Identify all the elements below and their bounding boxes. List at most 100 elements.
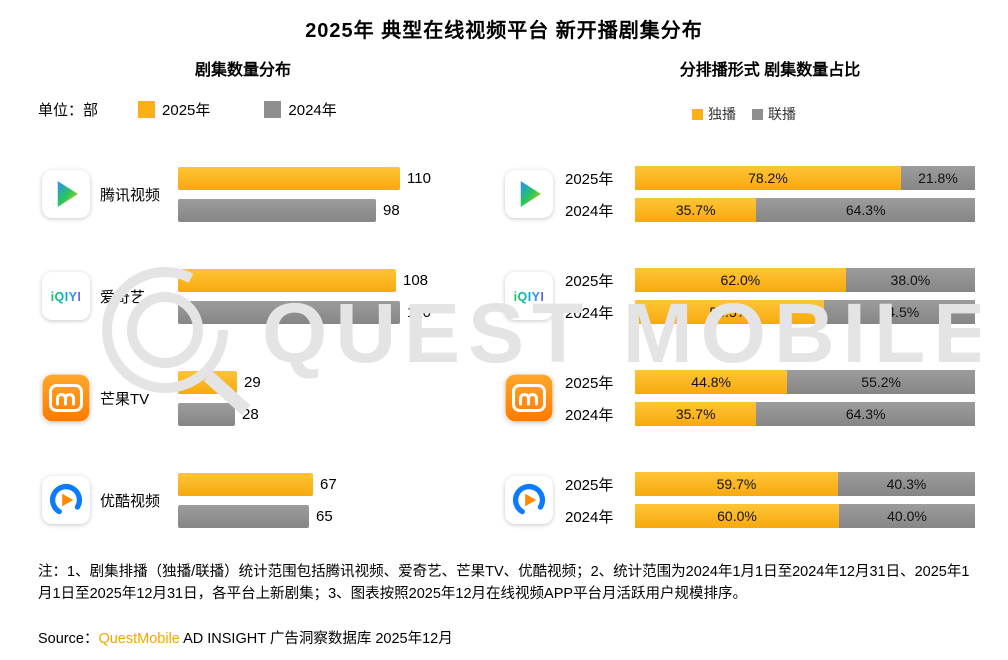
right-chart-group-tencent: 2025年 78.2% 21.8% 2024年 35.7% 64.3% xyxy=(505,166,980,222)
legend-swatch-2025 xyxy=(138,101,156,118)
bar-2025年 xyxy=(178,268,396,292)
right-stacked-chart: 2025年 78.2% 21.8% 2024年 35.7% 64.3% iQIYI 2025… xyxy=(505,166,980,574)
bar-row: 108 xyxy=(178,268,431,292)
bar-value: 67 xyxy=(320,475,337,493)
segment-value: 62.0% xyxy=(720,272,761,288)
stacked-row: 2025年 59.7% 40.3% xyxy=(565,472,980,496)
segment-独播: 55.5% xyxy=(635,300,824,324)
bar-pair: 29 28 xyxy=(178,370,261,426)
segment-value: 60.0% xyxy=(717,508,757,524)
unit-label: 单位：部 xyxy=(38,102,99,119)
legend-item-2025: 2025年 xyxy=(138,99,210,120)
mango-tv-icon xyxy=(42,374,90,422)
legend-label-joint: 联播 xyxy=(768,106,796,122)
stacked-rows: 2025年 62.0% 38.0% 2024年 55.5% 44.5% xyxy=(565,268,980,324)
tencent-video-icon xyxy=(505,170,553,218)
left-chart-title: 剧集数量分布 xyxy=(194,62,291,79)
bar-pair: 110 98 xyxy=(178,166,431,222)
segment-value: 55.2% xyxy=(861,374,901,390)
segment-value: 35.7% xyxy=(675,406,716,422)
left-chart-group-youku: 优酷视频 67 65 xyxy=(42,472,472,528)
stacked-row: 2025年 78.2% 21.8% xyxy=(565,166,980,190)
segment-value: 59.7% xyxy=(716,476,757,492)
segment-value: 64.3% xyxy=(845,406,886,422)
bar-row: 28 xyxy=(178,402,261,426)
stacked-bar: 60.0% 40.0% xyxy=(635,504,975,528)
year-label: 2024年 xyxy=(565,304,614,322)
legend-item-joint: 联播 xyxy=(752,104,796,124)
bar-2024年 xyxy=(178,402,235,426)
right-chart-group-iqiyi: iQIYI 2025年 62.0% 38.0% 2024年 55.5% 44.5% xyxy=(505,268,980,324)
legend-swatch-2024 xyxy=(264,101,282,118)
tencent-video-icon xyxy=(42,170,90,218)
year-label: 2024年 xyxy=(565,406,614,424)
platform-name: 腾讯视频 xyxy=(100,186,161,204)
bar-row: 65 xyxy=(178,504,337,528)
bar-pair: 67 65 xyxy=(178,472,337,528)
youku-icon xyxy=(505,476,553,524)
bar-value: 110 xyxy=(407,303,431,321)
stacked-rows: 2025年 44.8% 55.2% 2024年 35.7% 64.3% xyxy=(565,370,980,426)
platform-label: 腾讯视频 xyxy=(42,170,178,218)
bar-value: 65 xyxy=(316,507,333,525)
year-label: 2024年 xyxy=(565,508,614,526)
segment-联播: 64.3% xyxy=(756,198,975,222)
page-title: 2025年 典型在线视频平台 新开播剧集分布 xyxy=(305,20,703,42)
youku-icon xyxy=(42,476,90,524)
iqiyi-icon: iQIYI xyxy=(42,272,90,320)
legend-item-2024: 2024年 xyxy=(264,99,337,120)
stacked-rows: 2025年 78.2% 21.8% 2024年 35.7% 64.3% xyxy=(565,166,980,222)
segment-独播: 78.2% xyxy=(635,166,901,190)
bar-pair: 108 110 xyxy=(178,268,431,324)
left-chart-group-tencent: 腾讯视频 110 98 xyxy=(42,166,472,222)
bar-value: 98 xyxy=(383,201,400,219)
legend-label-2025: 2025年 xyxy=(162,102,211,119)
segment-value: 64.3% xyxy=(845,202,886,218)
segment-value: 40.0% xyxy=(887,508,927,524)
segment-独播: 44.8% xyxy=(635,370,788,394)
stacked-bar: 35.7% 64.3% xyxy=(635,402,975,426)
segment-联播: 44.5% xyxy=(823,300,975,324)
segment-value: 38.0% xyxy=(890,272,931,288)
bar-row: 98 xyxy=(178,198,431,222)
bar-row: 67 xyxy=(178,472,337,496)
bar-row: 110 xyxy=(178,166,431,190)
stacked-bar: 55.5% 44.5% xyxy=(635,300,975,324)
stacked-row: 2025年 44.8% 55.2% xyxy=(565,370,980,394)
bar-row: 29 xyxy=(178,370,261,394)
segment-value: 21.8% xyxy=(918,170,958,186)
iqiyi-icon: iQIYI xyxy=(505,272,553,320)
stacked-row: 2024年 60.0% 40.0% xyxy=(565,504,980,528)
segment-value: 40.3% xyxy=(886,476,927,492)
bar-value: 110 xyxy=(407,169,431,187)
segment-value: 78.2% xyxy=(748,170,788,186)
year-label: 2025年 xyxy=(565,272,614,290)
platform-label: iQIYI 爱奇艺 xyxy=(42,272,178,320)
platform-name: 优酷视频 xyxy=(100,492,161,510)
left-chart-group-iqiyi: iQIYI 爱奇艺 108 110 xyxy=(42,268,472,324)
segment-联播: 38.0% xyxy=(845,268,975,292)
mango-tv-icon xyxy=(505,374,553,422)
footnotes: 注：1、剧集排播（独播/联播）统计范围包括腾讯视频、爱奇艺、芒果TV、优酷视频；… xyxy=(38,564,970,602)
left-chart-group-mgtv: 芒果TV 29 28 xyxy=(42,370,472,426)
bar-row: 110 xyxy=(178,300,431,324)
segment-独播: 62.0% xyxy=(635,268,846,292)
bar-2024年 xyxy=(178,504,309,528)
segment-独播: 35.7% xyxy=(635,402,757,426)
source-prefix: Source： xyxy=(38,631,99,647)
legend-item-solo: 独播 xyxy=(692,104,736,124)
segment-联播: 55.2% xyxy=(787,370,975,394)
segment-value: 55.5% xyxy=(709,304,750,320)
svg-text:iQIYI: iQIYI xyxy=(514,290,545,304)
source-brand: QuestMobile xyxy=(98,631,180,647)
svg-text:iQIYI: iQIYI xyxy=(51,290,82,304)
stacked-row: 2024年 35.7% 64.3% xyxy=(565,402,980,426)
right-chart-group-youku: 2025年 59.7% 40.3% 2024年 60.0% 40.0% xyxy=(505,472,980,528)
segment-联播: 64.3% xyxy=(756,402,975,426)
platform-label: 优酷视频 xyxy=(42,476,178,524)
left-legend: 单位：部 2025年 2024年 xyxy=(38,99,391,120)
stacked-row: 2024年 35.7% 64.3% xyxy=(565,198,980,222)
segment-独播: 35.7% xyxy=(635,198,757,222)
bar-value: 28 xyxy=(242,405,259,423)
